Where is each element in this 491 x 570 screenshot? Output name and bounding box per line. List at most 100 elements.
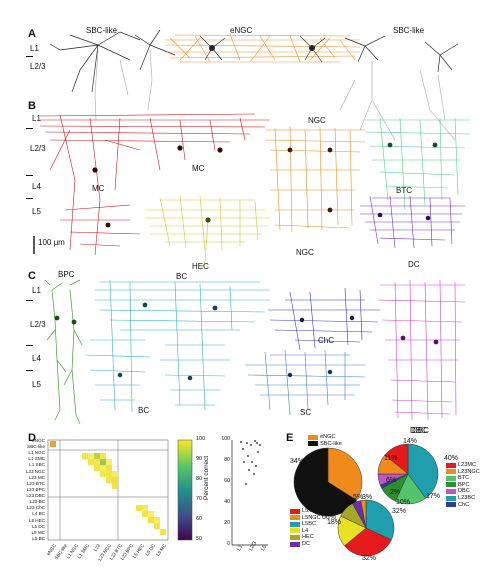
label-sbc-like-left: SBC-like bbox=[86, 26, 118, 35]
dbc-cloud bbox=[377, 279, 466, 421]
pie-charts bbox=[293, 443, 439, 557]
matrix-cell bbox=[94, 459, 100, 465]
label-hec: HEC bbox=[192, 262, 209, 271]
label-mc-1: MC bbox=[92, 184, 105, 193]
matrix-cell bbox=[154, 517, 160, 523]
matrix-row-label: L23 BTC bbox=[26, 480, 45, 486]
matrix-row-label: L23 BC bbox=[29, 499, 45, 505]
matrix-row-label: L5 MC bbox=[31, 529, 45, 535]
scatter-point bbox=[251, 461, 253, 463]
label-sbc-like-right: SBC-like bbox=[393, 26, 425, 35]
chc-somata bbox=[299, 315, 355, 323]
label-bpc: BPC bbox=[58, 270, 75, 279]
scatter-xticks: L1 L2/3 L5 bbox=[232, 541, 268, 563]
engc-dendrites bbox=[199, 35, 326, 63]
scatter-point bbox=[257, 451, 259, 453]
label-bc-1: BC bbox=[176, 272, 188, 281]
scatter-point bbox=[243, 461, 245, 463]
colorbar-tick-label: 70 bbox=[196, 496, 203, 502]
hec-soma bbox=[205, 217, 211, 223]
colorbar-ticks: 100 90 80 70 60 50 bbox=[194, 436, 214, 544]
panel-b-tick bbox=[26, 198, 33, 200]
scatter-point bbox=[248, 469, 250, 471]
matrix-cell bbox=[160, 529, 166, 535]
scatter-ytick-label: 100 bbox=[221, 436, 230, 442]
scatter-ytick-label: 0 bbox=[227, 541, 230, 547]
percent-correct-axes bbox=[231, 440, 268, 546]
pie-slice bbox=[384, 443, 409, 475]
scatter-point bbox=[247, 455, 249, 457]
matrix-cell bbox=[106, 477, 112, 483]
matrix-cell bbox=[112, 477, 118, 483]
scatter-point bbox=[254, 440, 256, 442]
label-sc: SC bbox=[300, 408, 312, 417]
scatter-point bbox=[240, 441, 242, 443]
btc-cloud bbox=[364, 117, 471, 211]
matrix-row-label: L23 ChC bbox=[26, 505, 45, 511]
label-ngc-1: NGC bbox=[308, 116, 326, 125]
matrix-row-label: L5 HEC bbox=[28, 517, 45, 523]
panel-b-layer-l1: L1 bbox=[32, 114, 41, 123]
confusion-matrix bbox=[47, 439, 169, 541]
sc-somata bbox=[287, 369, 333, 378]
panel-a-letter: A bbox=[28, 28, 36, 40]
pie-slice bbox=[360, 499, 367, 529]
matrix-cell bbox=[100, 459, 106, 465]
ngc-cloud bbox=[264, 125, 366, 233]
matrix-cell bbox=[88, 459, 94, 465]
panel-c-layer-l1: L1 bbox=[32, 286, 41, 295]
matrix-cell bbox=[106, 459, 112, 465]
panel-a-tick bbox=[26, 56, 33, 58]
matrix-cell bbox=[112, 471, 118, 477]
scatter-point bbox=[242, 448, 244, 450]
bpc-somata bbox=[54, 315, 77, 325]
panel-b-tick bbox=[26, 175, 33, 177]
scatter-point bbox=[250, 444, 252, 446]
scatter-yticks: 100 80 60 40 20 0 bbox=[214, 436, 231, 548]
matrix-cell bbox=[142, 511, 148, 517]
scatter-xtick-label: L5 bbox=[260, 544, 268, 552]
matrix-cell bbox=[154, 523, 160, 529]
panel-b-layer-l4: L4 bbox=[32, 182, 41, 191]
colorbar-tick-label: 50 bbox=[196, 536, 203, 542]
label-dbc: DBC bbox=[412, 426, 429, 435]
matrix-row-label: L1 NGC bbox=[28, 450, 45, 456]
panel-a-layer-l23: L2/3 bbox=[30, 62, 46, 71]
sbc-like-left-neuron bbox=[49, 29, 176, 93]
matrix-row-label: L23 NGC bbox=[25, 468, 45, 474]
pie-slice bbox=[365, 499, 395, 541]
matrix-cell bbox=[100, 471, 106, 477]
matrix-cell bbox=[148, 517, 154, 523]
colorbar-tick-label: 80 bbox=[196, 476, 203, 482]
matrix-row-label: L1 SMC bbox=[28, 456, 45, 462]
matrix-row-label: L23 BPC bbox=[26, 486, 45, 492]
matrix-cell bbox=[106, 465, 112, 471]
matrix-cell bbox=[88, 453, 94, 459]
matrix-cell bbox=[50, 441, 56, 447]
panel-c-letter: C bbox=[28, 270, 36, 282]
matrix-cell bbox=[112, 483, 118, 489]
scatter-point bbox=[255, 465, 257, 467]
matrix-frame bbox=[47, 439, 169, 541]
matrix-row-label: L5 BC bbox=[32, 535, 45, 541]
matrix-cell bbox=[136, 505, 142, 511]
label-ngc-2: NGC bbox=[296, 248, 314, 257]
hec-cloud bbox=[145, 195, 270, 271]
scatter-ytick-label: 60 bbox=[224, 478, 230, 484]
scatter-xtick-label: L1 bbox=[236, 544, 244, 552]
pie-dbc-header: DBC bbox=[410, 426, 427, 435]
panel-b-layer-l23: L2/3 bbox=[30, 144, 46, 153]
matrix-row-label: L23 DBC bbox=[26, 493, 45, 499]
panel-c-tick bbox=[26, 345, 33, 347]
matrix-row-label: L1 SBC bbox=[29, 462, 45, 468]
sbc-axon-left bbox=[94, 49, 153, 121]
colorbar bbox=[177, 439, 193, 541]
colorbar-tick-label: 90 bbox=[196, 456, 203, 462]
bc-cloud bbox=[84, 279, 270, 413]
colorbar-tick-label: 100 bbox=[196, 436, 206, 442]
mc-somata bbox=[92, 145, 223, 228]
matrix-cell bbox=[106, 471, 112, 477]
scatter-point bbox=[246, 442, 248, 444]
label-engc: eNGC bbox=[230, 26, 253, 35]
label-bc-2: BC bbox=[138, 406, 150, 415]
